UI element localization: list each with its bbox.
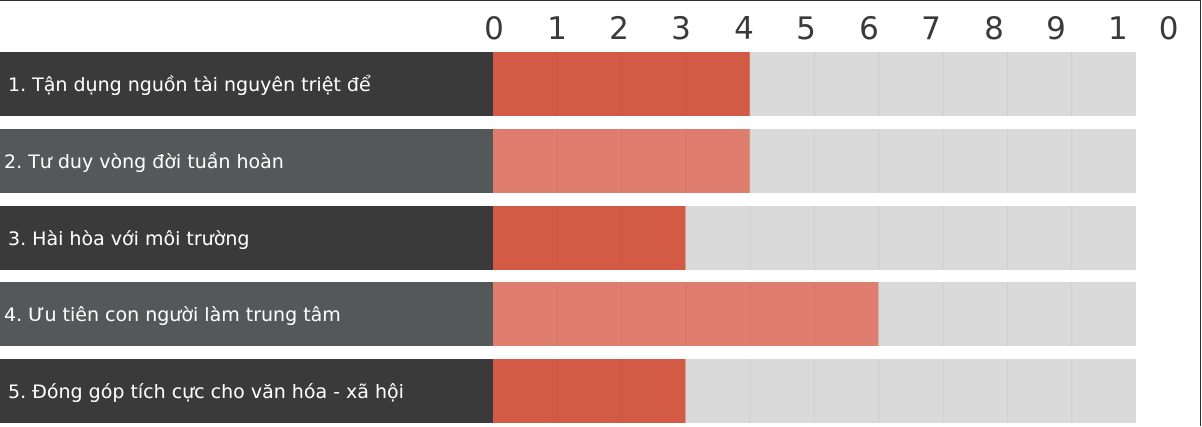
row-label-background [0,359,493,423]
x-tick-label: 5 [796,11,816,47]
bar [493,206,686,270]
row-label: 1. Tận dụng nguồn tài nguyên triệt để [8,74,371,96]
x-tick-label: 9 [1046,11,1066,47]
x-tick-label: 2 [609,11,629,47]
row-label-background [0,282,493,346]
x-tick-label: 1 0 [1108,11,1178,47]
row-label: 3. Hài hòa với môi trường [8,228,249,250]
bar [493,282,879,346]
chart-row: 4. Ưu tiên con người làm trung tâm [0,282,1136,346]
x-tick-label: 6 [859,11,879,47]
chart-row: 2. Tư duy vòng đời tuần hoàn [0,129,1136,193]
x-tick-label: 1 [547,11,567,47]
row-label-background [0,206,493,270]
row-label: 4. Ưu tiên con người làm trung tâm [4,304,341,326]
x-tick-label: 3 [671,11,691,47]
x-tick-label: 8 [984,11,1004,47]
chart-row: 5. Đóng góp tích cực cho văn hóa - xã hộ… [0,359,1136,423]
row-label-background [0,129,493,193]
chart-rows: 1. Tận dụng nguồn tài nguyên triệt để 2. … [0,52,1136,423]
row-label: 2. Tư duy vòng đời tuần hoàn [4,151,284,173]
chart-row: 3. Hài hòa với môi trường [0,206,1136,270]
row-label: 5. Đóng góp tích cực cho văn hóa - xã hộ… [8,381,404,403]
x-tick-label: 0 [484,11,504,47]
x-tick-label: 4 [734,11,754,47]
bar [493,52,751,116]
x-tick-label: 7 [921,11,941,47]
bar [493,359,686,423]
chart-row: 1. Tận dụng nguồn tài nguyên triệt để [0,52,1136,116]
row-label-background [0,52,493,116]
x-axis-ticks: 0 1 2 3 4 5 6 7 8 9 1 0 [484,11,1178,47]
bar [493,129,751,193]
